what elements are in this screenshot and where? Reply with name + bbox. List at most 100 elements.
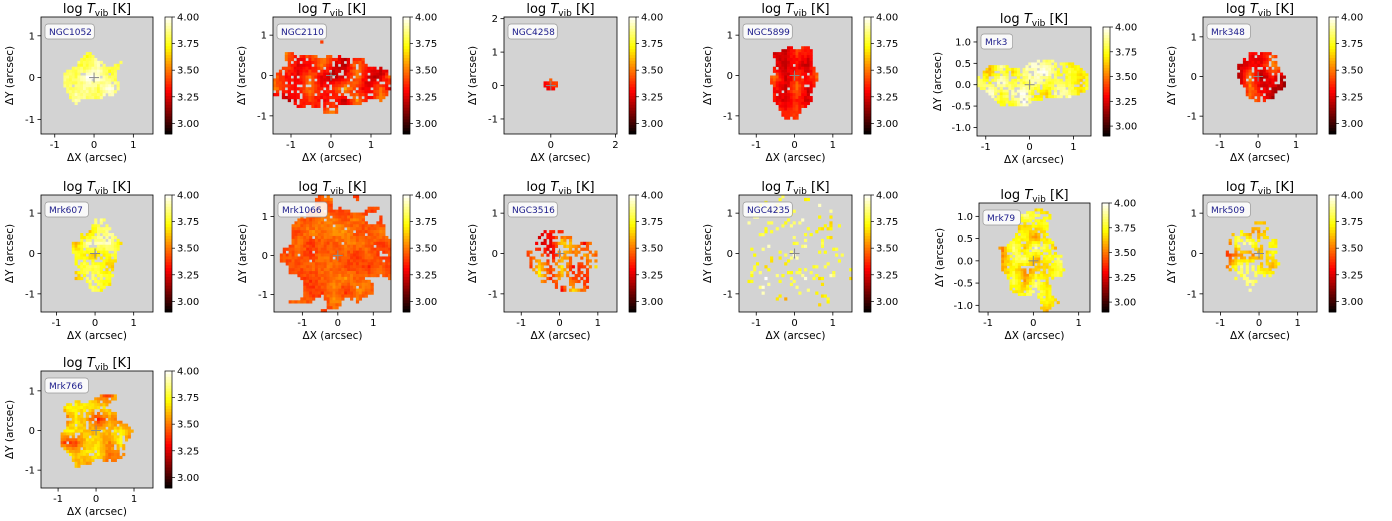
colorbar-segment xyxy=(165,212,172,216)
colorbar-segment xyxy=(1329,294,1336,298)
colorbar-segment xyxy=(629,63,636,68)
map-pixel xyxy=(97,87,101,91)
colorbar-segment xyxy=(1102,303,1109,307)
map-pixel xyxy=(358,224,363,228)
map-pixel xyxy=(1260,69,1264,73)
map-pixel xyxy=(97,429,101,433)
map-pixel xyxy=(789,256,793,260)
map-pixel xyxy=(350,233,354,237)
colorbar-segment xyxy=(1329,104,1336,109)
map-pixel xyxy=(338,265,342,269)
map-pixel xyxy=(795,95,799,100)
map-pixel xyxy=(337,84,342,88)
map-pixel xyxy=(1245,238,1249,243)
map-pixel xyxy=(1268,72,1272,76)
map-pixel xyxy=(775,69,779,73)
map-pixel xyxy=(113,69,117,73)
map-pixel xyxy=(343,69,348,73)
map-pixel xyxy=(334,78,339,82)
map-pixel xyxy=(317,256,322,260)
map-pixel xyxy=(85,87,89,91)
map-pixel xyxy=(337,90,342,94)
map-pixel xyxy=(1001,246,1005,250)
map-pixel xyxy=(370,81,374,85)
map-pixel xyxy=(388,271,392,275)
galaxy-name-label: Mrk348 xyxy=(1211,28,1245,38)
colorbar-segment xyxy=(1103,59,1110,63)
map-pixel xyxy=(74,429,78,433)
map-pixel xyxy=(1268,90,1272,94)
map-pixel xyxy=(566,273,570,278)
map-pixel xyxy=(367,259,371,263)
map-pixel xyxy=(364,241,368,246)
map-pixel xyxy=(526,250,530,254)
map-pixel xyxy=(376,271,380,275)
map-pixel xyxy=(552,268,556,272)
map-pixel xyxy=(88,81,92,85)
map-pixel xyxy=(294,241,298,246)
map-pixel xyxy=(826,300,830,304)
map-pixel xyxy=(80,411,84,416)
map-pixel xyxy=(99,60,103,65)
map-pixel xyxy=(1022,70,1026,74)
map-pixel xyxy=(784,55,788,59)
map-pixel xyxy=(314,238,319,243)
map-pixel xyxy=(66,429,70,433)
map-pixel xyxy=(326,247,330,251)
map-pixel xyxy=(1026,246,1030,250)
map-pixel xyxy=(1248,238,1252,243)
vibrational-temperature-map xyxy=(998,208,1066,313)
map-pixel xyxy=(376,72,380,76)
colorbar-segment xyxy=(864,303,871,307)
map-pixel xyxy=(326,282,330,286)
map-pixel xyxy=(284,84,289,88)
map-pixel xyxy=(99,449,103,454)
map-pixel xyxy=(832,273,836,278)
map-pixel xyxy=(789,224,793,228)
map-pixel xyxy=(297,271,301,275)
map-pixel xyxy=(358,244,363,248)
map-pixel xyxy=(314,235,319,240)
map-pixel xyxy=(1085,86,1089,90)
colorbar-segment xyxy=(403,104,410,109)
map-pixel xyxy=(290,69,294,73)
colorbar-tick-label: 3.25 xyxy=(876,270,898,281)
map-pixel xyxy=(999,100,1003,104)
map-pixel xyxy=(540,265,544,269)
map-pixel xyxy=(1045,246,1049,250)
map-pixel xyxy=(293,78,297,82)
map-pixel xyxy=(74,69,78,73)
map-pixel xyxy=(83,420,87,424)
map-pixel xyxy=(801,81,805,85)
map-pixel xyxy=(784,66,788,70)
colorbar-segment xyxy=(403,253,410,257)
map-pixel xyxy=(94,444,98,448)
map-pixel xyxy=(77,438,81,442)
map-pixel xyxy=(102,435,106,439)
map-pixel xyxy=(781,69,785,73)
map-pixel xyxy=(317,90,321,94)
map-pixel xyxy=(1028,238,1033,242)
map-pixel xyxy=(1040,298,1044,302)
map-pixel xyxy=(1242,276,1247,281)
map-pixel xyxy=(88,458,92,462)
map-pixel xyxy=(1254,78,1258,82)
map-pixel xyxy=(1019,81,1023,85)
map-pixel xyxy=(376,206,380,210)
map-pixel xyxy=(338,256,342,260)
map-pixel xyxy=(580,276,584,281)
map-pixel xyxy=(309,291,313,295)
map-pixel xyxy=(352,215,357,219)
map-pixel xyxy=(306,244,310,248)
map-pixel xyxy=(1020,235,1024,239)
map-pixel xyxy=(1037,213,1041,217)
map-pixel xyxy=(1017,257,1021,261)
galaxy-label-box xyxy=(742,23,793,40)
map-pixel xyxy=(323,279,327,284)
map-pixel xyxy=(105,233,109,237)
map-pixel xyxy=(308,81,312,85)
map-pixel xyxy=(563,241,567,246)
colorbar-segment xyxy=(1329,195,1336,199)
map-pixel xyxy=(293,98,297,103)
map-pixel xyxy=(552,279,556,284)
